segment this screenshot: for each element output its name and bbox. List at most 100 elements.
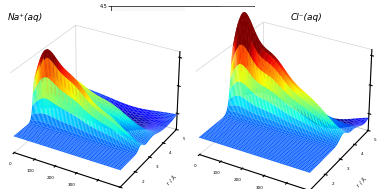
Cl–O RDF: [172, 88, 177, 90]
Na–O RDF: [109, 81, 113, 84]
Y-axis label: g(r): g(r): [93, 44, 98, 56]
Cl–O RDF: [162, 80, 167, 82]
Na–O RDF: [199, 75, 204, 77]
Line: Cl–O RDF: Cl–O RDF: [95, 45, 251, 94]
Legend: Na–O RDF, Cl–O RDF: Na–O RDF, Cl–O RDF: [219, 7, 253, 20]
Cl–O RDF: [239, 74, 244, 76]
Na–O RDF: [245, 75, 250, 77]
Na–O RDF: [119, 10, 124, 13]
Na–O RDF: [232, 75, 237, 77]
Na–O RDF: [126, 38, 130, 40]
Text: Cl⁻(aq): Cl⁻(aq): [290, 13, 322, 22]
Na–O RDF: [185, 75, 190, 77]
Na–O RDF: [249, 75, 253, 77]
Na–O RDF: [142, 92, 147, 94]
Cl–O RDF: [106, 93, 110, 96]
Na–O RDF: [209, 75, 213, 77]
Cl–O RDF: [185, 75, 190, 77]
Na–O RDF: [179, 75, 184, 77]
Cl–O RDF: [149, 44, 153, 46]
Cl–O RDF: [136, 91, 140, 94]
Na–O RDF: [156, 79, 160, 81]
Cl–O RDF: [236, 74, 240, 76]
Na–O RDF: [176, 76, 180, 78]
Cl–O RDF: [119, 93, 124, 96]
Na–O RDF: [152, 80, 157, 82]
Cl–O RDF: [189, 74, 193, 76]
Na–O RDF: [242, 75, 247, 77]
Cl–O RDF: [219, 74, 224, 76]
Y-axis label: r / Å: r / Å: [357, 177, 368, 188]
Cl–O RDF: [116, 93, 120, 96]
Na–O RDF: [169, 77, 173, 79]
Na–O RDF: [136, 92, 140, 95]
Na–O RDF: [132, 88, 137, 90]
Y-axis label: r / Å: r / Å: [166, 175, 178, 186]
Na–O RDF: [102, 93, 107, 95]
Na–O RDF: [129, 70, 133, 72]
Cl–O RDF: [122, 93, 127, 96]
Line: Na–O RDF: Na–O RDF: [95, 12, 251, 94]
Cl–O RDF: [222, 74, 227, 76]
Cl–O RDF: [209, 74, 213, 76]
Na–O RDF: [112, 58, 117, 60]
Cl–O RDF: [245, 74, 250, 76]
Cl–O RDF: [92, 93, 97, 96]
Na–O RDF: [172, 76, 177, 78]
Na–O RDF: [219, 75, 224, 77]
Text: Na⁺(aq): Na⁺(aq): [8, 13, 43, 22]
Cl–O RDF: [156, 56, 160, 58]
Na–O RDF: [225, 75, 230, 77]
Na–O RDF: [212, 75, 217, 77]
Na–O RDF: [205, 75, 210, 77]
Cl–O RDF: [176, 84, 180, 86]
Cl–O RDF: [102, 93, 107, 96]
Cl–O RDF: [96, 93, 100, 96]
Cl–O RDF: [182, 76, 187, 78]
Na–O RDF: [189, 75, 193, 77]
Na–O RDF: [239, 75, 244, 77]
Na–O RDF: [122, 14, 127, 17]
Cl–O RDF: [179, 79, 184, 81]
Cl–O RDF: [126, 93, 130, 96]
Na–O RDF: [196, 75, 200, 77]
X-axis label: r / Å: r / Å: [176, 105, 189, 110]
Na–O RDF: [116, 24, 120, 26]
Cl–O RDF: [159, 68, 164, 70]
Na–O RDF: [146, 88, 150, 91]
Na–O RDF: [222, 75, 227, 77]
Na–O RDF: [202, 75, 207, 77]
Cl–O RDF: [199, 74, 204, 76]
Cl–O RDF: [205, 74, 210, 76]
Cl–O RDF: [232, 74, 237, 76]
Na–O RDF: [139, 93, 144, 95]
Cl–O RDF: [109, 93, 113, 96]
Na–O RDF: [106, 90, 110, 93]
Na–O RDF: [192, 75, 197, 77]
Na–O RDF: [182, 75, 187, 77]
Cl–O RDF: [212, 74, 217, 76]
Cl–O RDF: [146, 50, 150, 52]
Cl–O RDF: [229, 74, 233, 76]
Na–O RDF: [162, 77, 167, 80]
Cl–O RDF: [142, 70, 147, 72]
Cl–O RDF: [99, 93, 103, 96]
Na–O RDF: [92, 93, 97, 96]
Na–O RDF: [96, 93, 100, 96]
Cl–O RDF: [242, 74, 247, 76]
Cl–O RDF: [196, 74, 200, 76]
Cl–O RDF: [192, 74, 197, 76]
Na–O RDF: [166, 77, 170, 79]
Na–O RDF: [159, 78, 164, 80]
Cl–O RDF: [169, 88, 173, 91]
Cl–O RDF: [216, 74, 220, 76]
Cl–O RDF: [129, 93, 133, 96]
Na–O RDF: [236, 75, 240, 77]
Na–O RDF: [229, 75, 233, 77]
Cl–O RDF: [202, 74, 207, 76]
Na–O RDF: [99, 93, 103, 96]
Cl–O RDF: [166, 86, 170, 89]
Cl–O RDF: [132, 93, 137, 95]
Cl–O RDF: [249, 74, 253, 76]
Cl–O RDF: [112, 93, 117, 96]
